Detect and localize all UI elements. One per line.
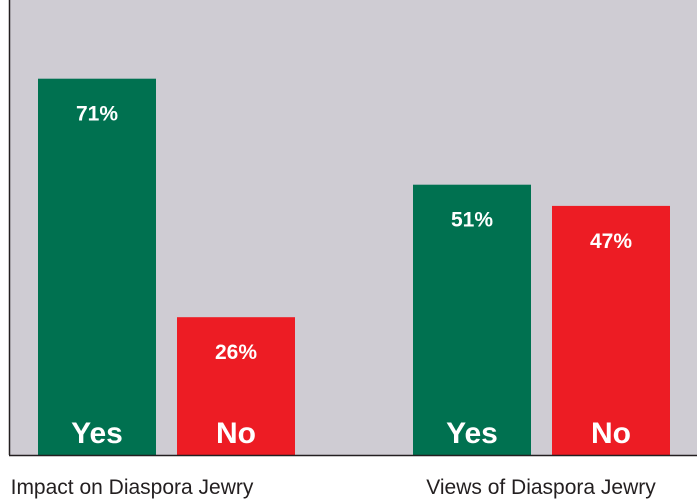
series-label-no-2: No [591, 417, 631, 450]
series-label-yes-2: Yes [446, 417, 498, 450]
value-label-yes-2: 51% [451, 209, 493, 232]
series-label-yes-1: Yes [71, 417, 123, 450]
bar-yes-2 [413, 184, 531, 455]
value-label-no-1: 26% [215, 341, 257, 364]
bars-layer: 71% Yes 26% No 51% Yes 47% No [38, 78, 670, 455]
bar-no-2 [552, 205, 670, 455]
value-label-yes-1: 71% [76, 103, 118, 126]
bar-yes-1 [38, 78, 156, 455]
group-label-impact: Impact on Diaspora Jewry [11, 476, 254, 499]
value-label-no-2: 47% [590, 230, 632, 253]
bar-no-1 [177, 317, 295, 455]
series-label-no-1: No [216, 417, 256, 450]
group-label-views: Views of Diaspora Jewry [426, 476, 656, 499]
